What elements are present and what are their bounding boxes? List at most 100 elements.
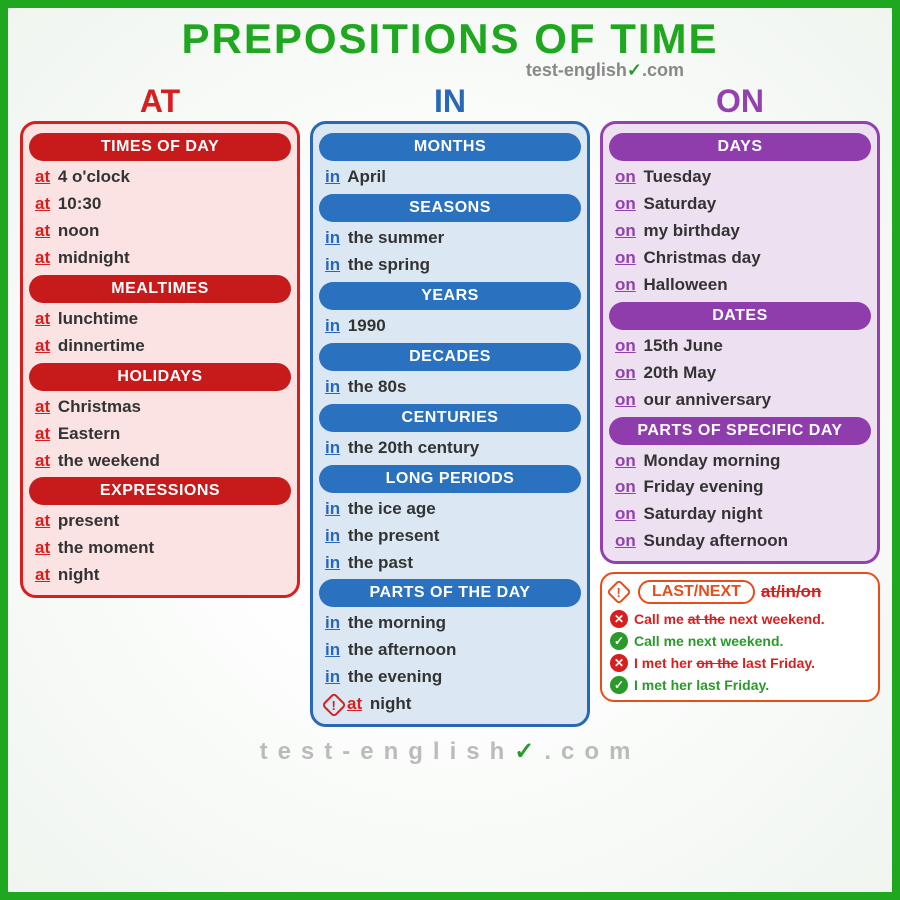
preposition: at [35,565,50,584]
preposition: at [35,194,50,213]
preposition: at [35,511,50,530]
warning-icon [321,692,346,717]
item: at 10:30 [29,191,291,218]
footer: test-english✓.com [16,737,884,766]
item: at Christmas [29,394,291,421]
preposition: in [325,640,340,659]
preposition: in [325,255,340,274]
note-example: ✕Call me at the next weekend. [610,608,870,630]
section-header: HOLIDAYS [29,363,291,391]
item: in the summer [319,225,581,252]
item: in the 80s [319,374,581,401]
item: on 20th May [609,360,871,387]
section-header: DATES [609,302,871,330]
column-box: DAYSon Tuesdayon Saturdayon my birthdayo… [600,121,880,564]
item: on Christmas day [609,245,871,272]
preposition: at [35,451,50,470]
item: on 15th June [609,333,871,360]
preposition: at [347,694,362,713]
preposition: on [615,363,636,382]
preposition: at [35,424,50,443]
preposition: at [35,336,50,355]
item-warning: at night [319,691,581,718]
preposition: in [325,499,340,518]
preposition: on [615,336,636,355]
item: in the afternoon [319,637,581,664]
section-header: DAYS [609,133,871,161]
item: at dinnertime [29,333,291,360]
preposition: in [325,316,340,335]
note-head: LAST/NEXTat/in/on [610,580,870,604]
section-header: PARTS OF SPECIFIC DAY [609,417,871,445]
preposition: at [35,248,50,267]
item: in the morning [319,610,581,637]
preposition: in [325,553,340,572]
item: in 1990 [319,313,581,340]
section-header: PARTS OF THE DAY [319,579,581,607]
preposition: in [325,228,340,247]
note-box: LAST/NEXTat/in/on ✕Call me at the next we… [600,572,880,702]
preposition: on [615,248,636,267]
tick-icon: ✓ [610,632,628,650]
preposition: on [615,167,636,186]
item: in the ice age [319,496,581,523]
section-header: TIMES OF DAY [29,133,291,161]
section-header: DECADES [319,343,581,371]
section-header: MONTHS [319,133,581,161]
column-box: MONTHSin AprilSEASONSin the summerin the… [310,121,590,727]
section-header: LONG PERIODS [319,465,581,493]
preposition: in [325,167,340,186]
subtitle: test-english✓.com [16,60,884,81]
preposition: in [325,438,340,457]
item: on Saturday [609,191,871,218]
note-example: ✓I met her last Friday. [610,674,870,696]
check-icon: ✓ [514,738,544,765]
item: on Monday morning [609,448,871,475]
preposition: on [615,504,636,523]
column-head: AT [20,85,300,117]
preposition: at [35,397,50,416]
note-example: ✕I met her on the last Friday. [610,652,870,674]
item: at Eastern [29,421,291,448]
item: at 4 o'clock [29,164,291,191]
cross-icon: ✕ [610,610,628,628]
preposition: in [325,526,340,545]
section-header: CENTURIES [319,404,581,432]
column-at: AT TIMES OF DAY at 4 o'clockat 10:30at noo… [20,85,300,727]
section-header: SEASONS [319,194,581,222]
tick-icon: ✓ [610,676,628,694]
preposition: in [325,667,340,686]
item: at present [29,508,291,535]
item: in April [319,164,581,191]
item: in the past [319,550,581,577]
item: at noon [29,218,291,245]
section-header: YEARS [319,282,581,310]
item: on Halloween [609,272,871,299]
preposition: on [615,451,636,470]
item: on Sunday afternoon [609,528,871,555]
preposition: in [325,377,340,396]
preposition: on [615,275,636,294]
note-strike: at/in/on [761,582,821,602]
preposition: at [35,538,50,557]
item: at the weekend [29,448,291,475]
preposition: on [615,477,636,496]
preposition: on [615,194,636,213]
columns: AT TIMES OF DAY at 4 o'clockat 10:30at noo… [16,85,884,727]
column-head: IN [310,85,590,117]
item: on my birthday [609,218,871,245]
item: in the spring [319,252,581,279]
preposition: at [35,309,50,328]
preposition: at [35,221,50,240]
cross-icon: ✕ [610,654,628,672]
section-header: EXPRESSIONS [29,477,291,505]
column-box: TIMES OF DAYat 4 o'clockat 10:30at noona… [20,121,300,598]
item: in the present [319,523,581,550]
preposition: on [615,390,636,409]
item: on Saturday night [609,501,871,528]
preposition: in [325,613,340,632]
item: at the moment [29,535,291,562]
item: on our anniversary [609,387,871,414]
preposition: at [35,167,50,186]
item: on Tuesday [609,164,871,191]
